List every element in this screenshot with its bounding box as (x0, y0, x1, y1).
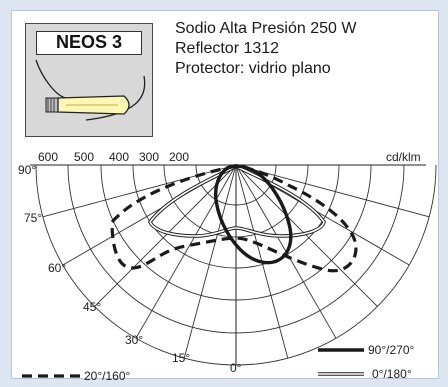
protector-line: Protector: vidrio plano (175, 60, 331, 77)
radial-label-400: 400 (109, 150, 129, 164)
angle-label-75: 75° (24, 211, 42, 225)
angle-label-90: 90° (18, 163, 36, 177)
grid-spoke (235, 164, 378, 307)
polar-grid (35, 164, 437, 366)
legend-label-0-180: 0°/180° (372, 367, 412, 381)
curve-90-270 (214, 164, 293, 265)
angle-label-30: 30° (125, 333, 143, 347)
radial-label-500: 500 (74, 150, 94, 164)
lamp-specifications: Sodio Alta Presión 250 W Reflector 1312 … (175, 19, 356, 79)
grid-spoke (183, 164, 237, 359)
curve-20-160 (110, 164, 358, 273)
legend-label-90-270: 90°/270° (368, 343, 415, 357)
lamp-type-line: Sodio Alta Presión 250 W (175, 20, 357, 37)
radial-label-300: 300 (139, 150, 159, 164)
reflector-line: Reflector 1312 (175, 40, 280, 57)
angle-label-60: 60° (48, 261, 66, 275)
curve-0-180 (147, 163, 326, 238)
angle-label-15: 15° (172, 351, 190, 365)
unit-label: cd/klm (386, 150, 421, 164)
legend-label-20-160: 20°/160° (84, 369, 131, 383)
grid-spoke (42, 164, 237, 218)
angle-label-0: 0° (230, 361, 242, 375)
grid-spoke (235, 164, 430, 218)
radial-label-600: 600 (38, 150, 58, 164)
lamp-bulb-icon (35, 59, 146, 121)
grid-spoke (135, 164, 237, 339)
lamp-model-name: NEOS 3 (36, 31, 142, 55)
lamp-thumbnail: NEOS 3 (25, 23, 153, 137)
angle-label-45: 45° (83, 300, 101, 314)
radial-label-200: 200 (169, 150, 189, 164)
grid-spoke (94, 164, 237, 307)
